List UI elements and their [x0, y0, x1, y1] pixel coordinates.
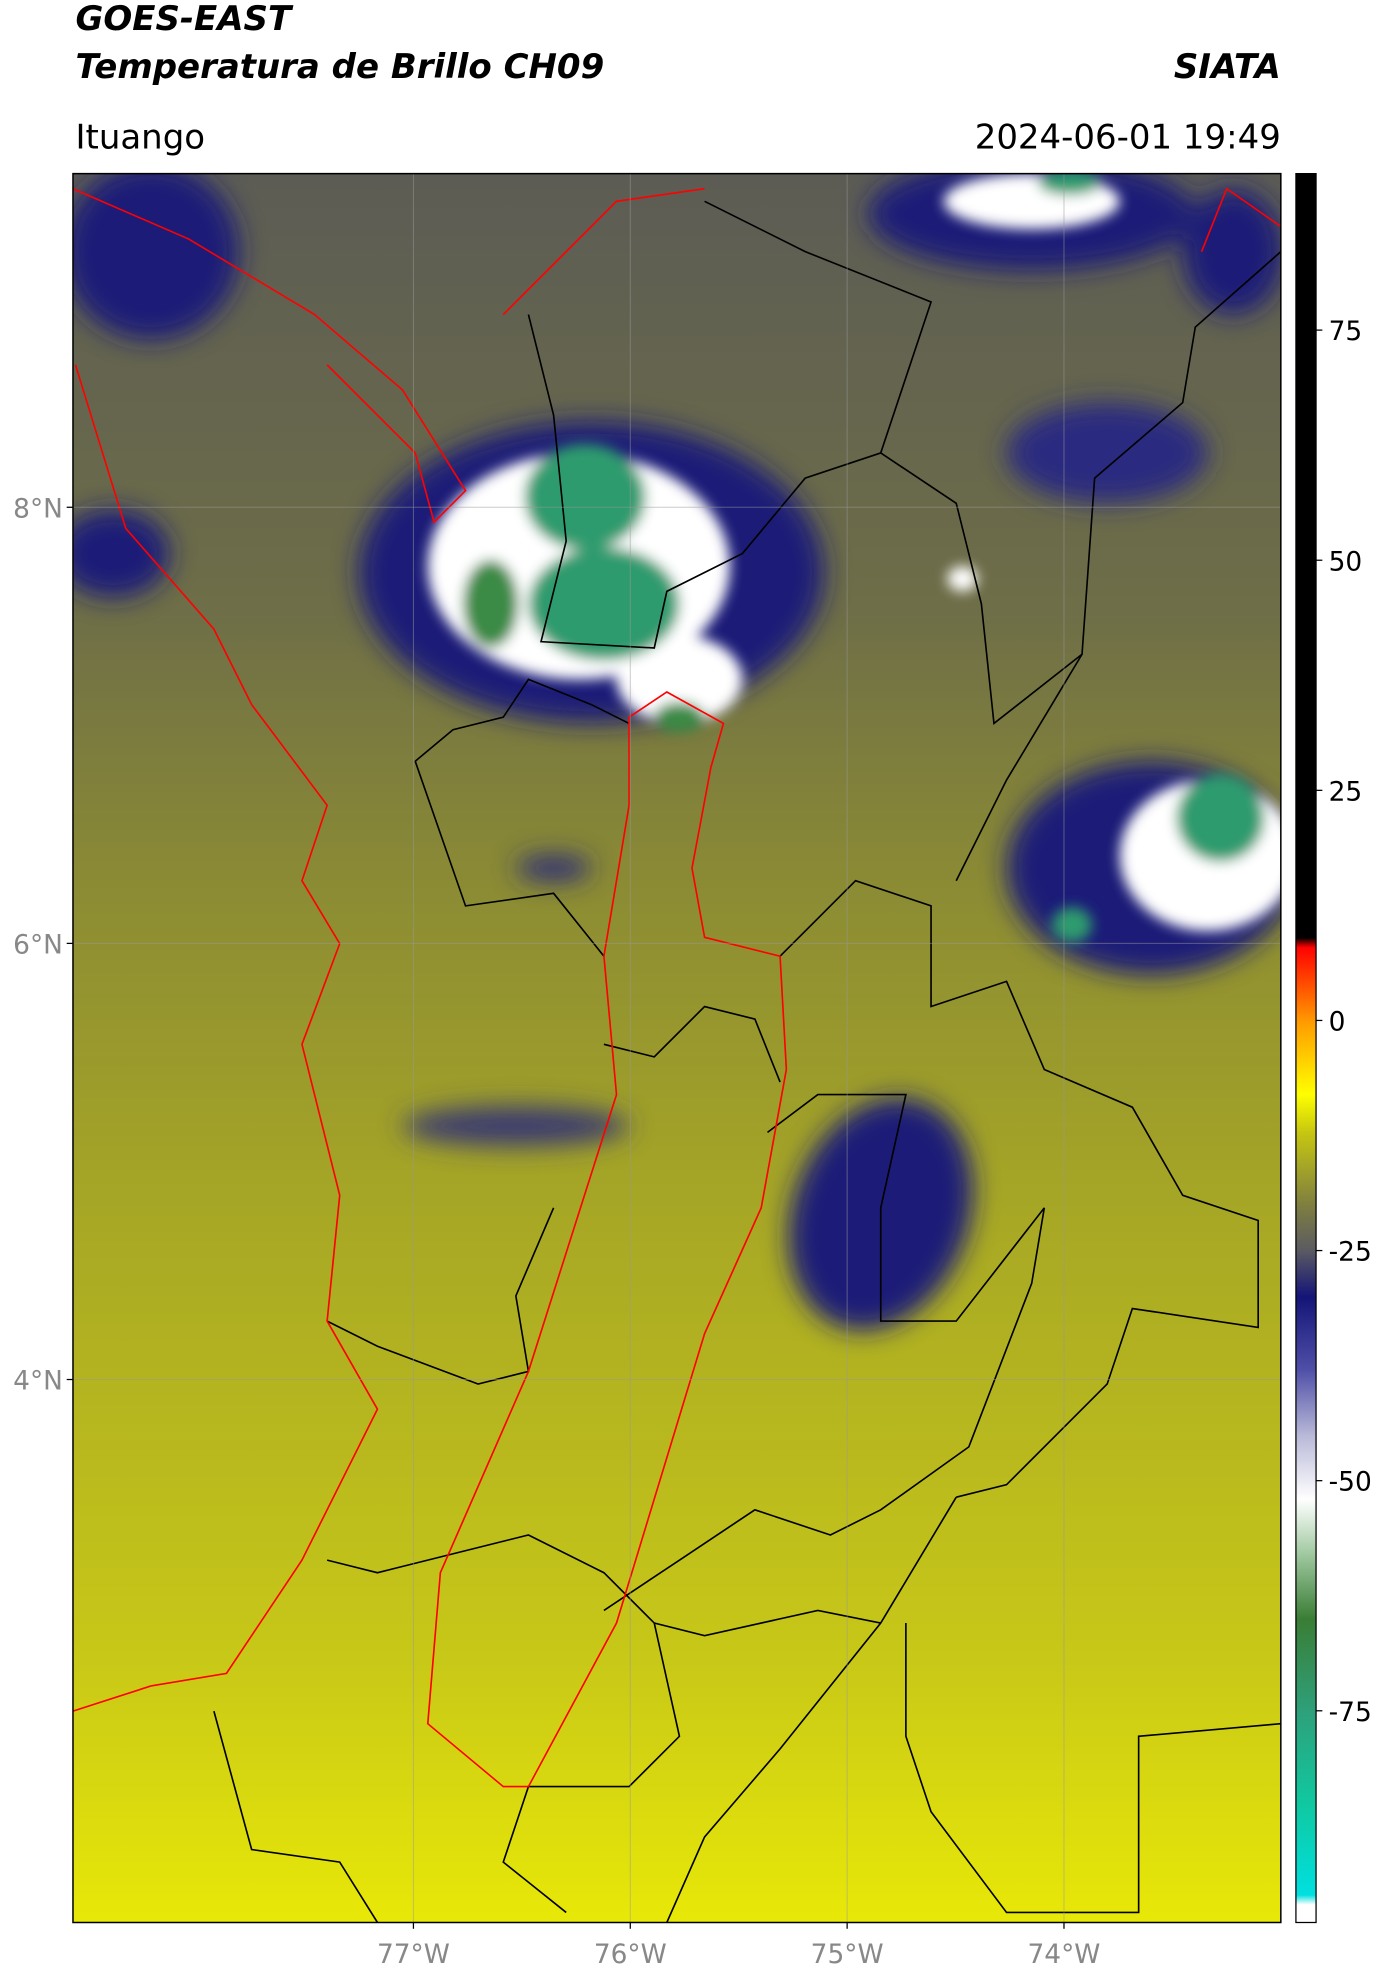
x-tick-label: 77°W: [377, 1939, 450, 1970]
borders-part: [527, 200, 933, 649]
borders-part: [213, 1710, 379, 1923]
source: SIATA: [1174, 47, 1281, 87]
colorbar-segment: [1295, 1499, 1317, 1555]
y-tick-label: 8°N: [13, 493, 63, 524]
colorbar-tick-label: 50: [1329, 546, 1363, 577]
x-tick-label: 76°W: [594, 1939, 667, 1970]
title: GOES-EAST: [75, 0, 293, 39]
colorbar-frame: [1295, 172, 1317, 1924]
satellite-image-part-part: [1176, 773, 1265, 862]
colorbar-segment: [1295, 1802, 1317, 1896]
colorbar: 75 50 25 0 -25 -50 -75: [1295, 172, 1372, 1924]
satellite-image-part-part: [1182, 188, 1281, 315]
satellite-image-part-part: [528, 547, 680, 661]
red-borders-part: [1200, 187, 1281, 252]
satellite-image-part-part: [402, 1105, 630, 1147]
satellite-image: [72, 173, 1281, 1923]
borders-part: [603, 1005, 781, 1083]
satellite-image-part-part: [524, 444, 646, 550]
x-tick-label: 75°W: [811, 1939, 884, 1970]
satellite-image-part-part: [515, 855, 592, 881]
datetime: 2024-06-01 19:49: [975, 117, 1281, 157]
satellite-image-part-part: [463, 559, 519, 648]
colorbar-segment: [1295, 1434, 1317, 1500]
red-borders-part: [72, 187, 467, 524]
borders-part: [326, 1534, 881, 1637]
colorbar-tick-label: 0: [1329, 1007, 1346, 1038]
location: Ituango: [75, 117, 205, 157]
satellite-image-part-part: [947, 566, 978, 592]
grid: [72, 173, 1281, 1923]
borders: [213, 200, 1281, 1923]
colorbar-segment: [1295, 1204, 1317, 1252]
satellite-image-part-part: [72, 173, 240, 340]
y-tick-label: 6°N: [13, 929, 63, 960]
borders-part: [414, 678, 630, 762]
colorbar-segment: [1295, 1904, 1317, 1924]
colorbar-tick-label: -75: [1329, 1697, 1372, 1728]
colorbar-tick-label: -50: [1329, 1467, 1372, 1498]
borders-part: [666, 1496, 957, 1923]
colorbar-segment: [1295, 1296, 1317, 1371]
colorbar-segment: [1295, 1554, 1317, 1620]
borders-part: [603, 1093, 1046, 1612]
colorbar-segment: [1295, 1020, 1317, 1095]
colorbar-segment: [1295, 1094, 1317, 1132]
colorbar-segment: [1295, 946, 1317, 1022]
red-borders-part: [502, 187, 705, 316]
satellite-image-part-part: [1006, 402, 1208, 504]
colorbar-segment: [1295, 937, 1317, 948]
x-tick-label: 74°W: [1028, 1939, 1101, 1970]
colorbar-segment: [1295, 1370, 1317, 1436]
borders-part: [955, 653, 1083, 882]
colorbar-segment: [1295, 1250, 1317, 1298]
red-borders: [72, 187, 1281, 1788]
satellite-image-part: [427, 173, 1281, 943]
colorbar-tick-label: 75: [1329, 316, 1363, 347]
colorbar-tick-label: -25: [1329, 1237, 1372, 1268]
colorbar-segment: [1295, 1618, 1317, 1712]
satellite-image-part-part: [616, 635, 743, 724]
satellite-image-part-part: [1038, 173, 1101, 196]
colorbar-tick-label: 25: [1329, 776, 1363, 807]
colorbar-segment: [1295, 1894, 1317, 1905]
borders-part: [326, 1207, 555, 1385]
satellite-image-part-part: [1051, 907, 1093, 943]
red-borders-part: [426, 691, 788, 1788]
colorbar-segment: [1295, 1710, 1317, 1804]
red-borders-part: [72, 364, 379, 1712]
colorbar-segment: [1295, 1130, 1317, 1206]
y-tick-label: 4°N: [13, 1366, 63, 1397]
satellite-image-part-part: [654, 702, 705, 733]
borders-part: [414, 760, 605, 957]
satellite-image-part-part: [72, 509, 170, 598]
borders-part: [502, 1622, 681, 1914]
borders-part: [779, 879, 1259, 1499]
subtitle: Temperatura de Brillo CH09: [75, 47, 604, 87]
map-frame: [72, 172, 1282, 1924]
colorbar-segment: [1295, 173, 1317, 939]
borders-part: [905, 1623, 1281, 1914]
